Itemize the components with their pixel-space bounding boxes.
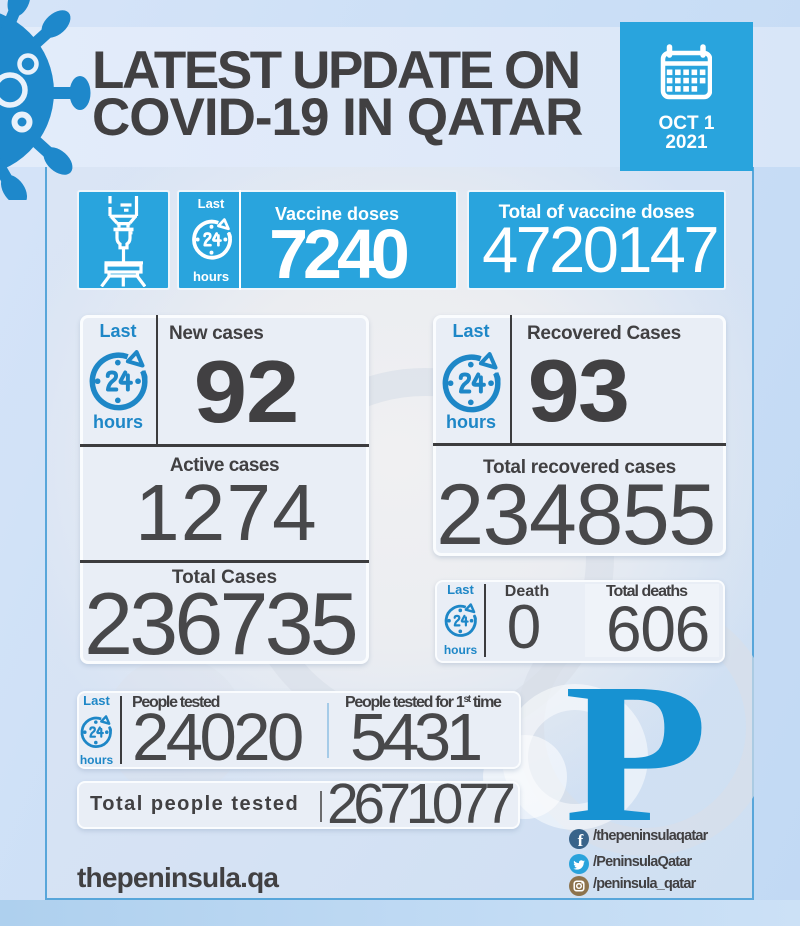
svg-text:f: f <box>578 831 584 849</box>
